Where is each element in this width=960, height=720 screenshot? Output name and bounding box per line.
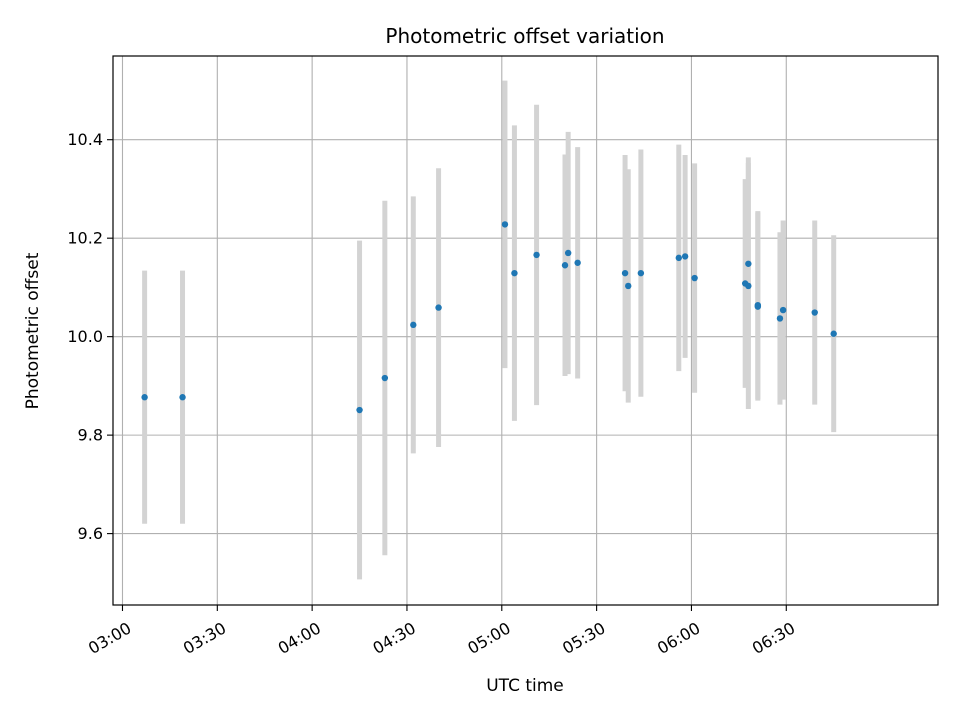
y-axis: 9.6 9.8 10.0 10.2 10.4 — [67, 130, 113, 543]
data-point — [356, 406, 363, 414]
data-point — [754, 303, 762, 310]
data-point — [681, 253, 689, 260]
chart-title: Photometric offset variation — [385, 24, 664, 48]
y-axis-title: Photometric offset — [23, 252, 43, 409]
data-point — [435, 304, 442, 311]
y-tick-label: 9.6 — [78, 524, 103, 543]
data-point — [410, 321, 417, 329]
data-point — [511, 269, 518, 277]
data-point — [637, 269, 645, 277]
y-tick-label: 10.4 — [67, 130, 103, 149]
plot-frame — [112, 55, 939, 606]
data-point — [779, 306, 787, 314]
data-point — [381, 374, 389, 382]
data-point — [561, 262, 569, 269]
data-point — [179, 394, 186, 401]
data-point — [564, 249, 572, 257]
data-point — [776, 315, 784, 322]
data-point — [621, 269, 629, 277]
data-point — [501, 221, 509, 228]
data-point — [691, 274, 698, 282]
data-point — [141, 394, 148, 401]
data-points — [141, 221, 837, 414]
data-point — [811, 309, 818, 316]
y-tick-label: 9.8 — [78, 426, 103, 445]
data-point — [533, 251, 540, 259]
grid — [113, 56, 938, 605]
data-point — [574, 259, 581, 266]
data-point — [675, 254, 683, 262]
y-tick-label: 10.0 — [67, 327, 103, 346]
y-tick-label: 10.2 — [67, 229, 103, 248]
data-point — [625, 282, 632, 290]
data-point — [830, 330, 837, 337]
x-axis-title: UTC time — [486, 676, 564, 696]
data-point — [745, 260, 752, 267]
data-point — [745, 282, 752, 290]
